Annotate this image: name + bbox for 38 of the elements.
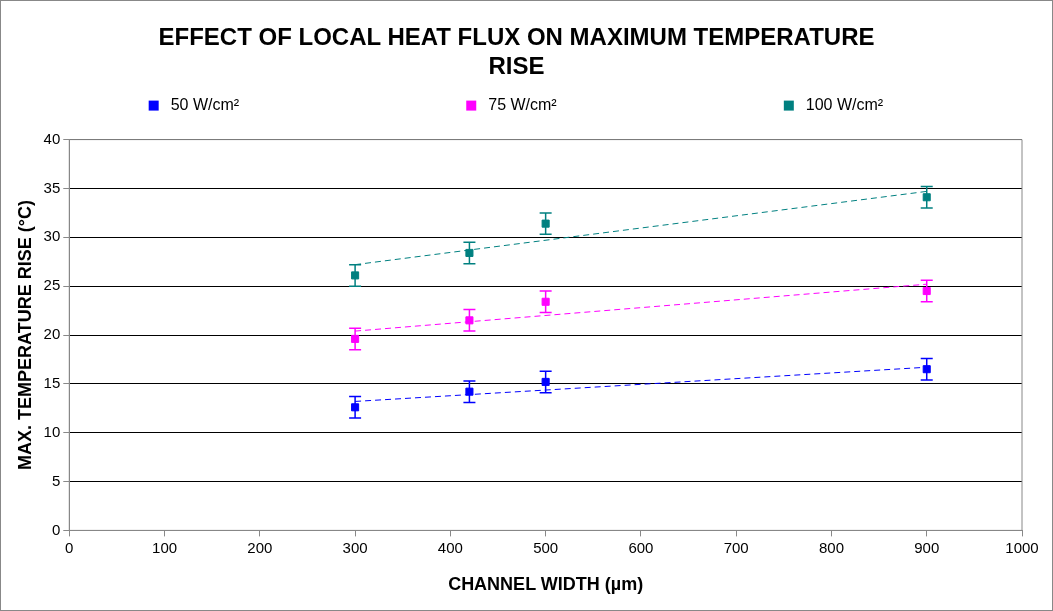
y-tick-label: 5 [51, 471, 61, 489]
point [351, 334, 360, 343]
point [922, 287, 931, 296]
legend-label: 50 W/cm² [170, 96, 240, 114]
point [541, 377, 550, 386]
y-tick-label: 15 [43, 373, 61, 391]
chart-title: EFFECT OF LOCAL HEAT FLUX ON MAXIMUM TEMPERATURE RISE [158, 23, 875, 79]
point [351, 403, 360, 412]
y-tick-label: 20 [43, 325, 61, 343]
x-tick-label: 900 [914, 538, 940, 556]
point [922, 193, 931, 202]
x-tick-label: 700 [723, 538, 749, 556]
legend-label: 100 W/cm² [805, 96, 884, 114]
y-tick-label: 30 [43, 227, 61, 245]
x-tick-label: 1000 [1005, 538, 1039, 556]
x-tick-label: 500 [533, 538, 559, 556]
x-tick-label: 600 [628, 538, 654, 556]
y-tick-label: 25 [43, 276, 61, 294]
x-tick-label: 200 [247, 538, 273, 556]
point [465, 387, 474, 396]
point [465, 248, 474, 257]
y-tick-label: 0 [51, 520, 61, 538]
x-tick-label: 400 [437, 538, 463, 556]
y-axis-title: MAX. TEMPERATURE RISE (°C) [14, 200, 35, 470]
point [922, 365, 931, 374]
y-tick-label: 40 [43, 129, 61, 147]
point [541, 219, 550, 228]
legend-label: 75 W/cm² [488, 96, 558, 114]
x-tick-label: 100 [152, 538, 178, 556]
point [541, 297, 550, 306]
x-tick-label: 800 [818, 538, 844, 556]
y-tick-label: 10 [43, 422, 61, 440]
x-tick-label: 0 [65, 538, 74, 556]
x-tick-label: 300 [342, 538, 368, 556]
x-axis-title: CHANNEL WIDTH (µm) [448, 574, 644, 595]
y-tick-label: 35 [43, 178, 61, 196]
point [351, 271, 360, 280]
point [465, 316, 474, 325]
